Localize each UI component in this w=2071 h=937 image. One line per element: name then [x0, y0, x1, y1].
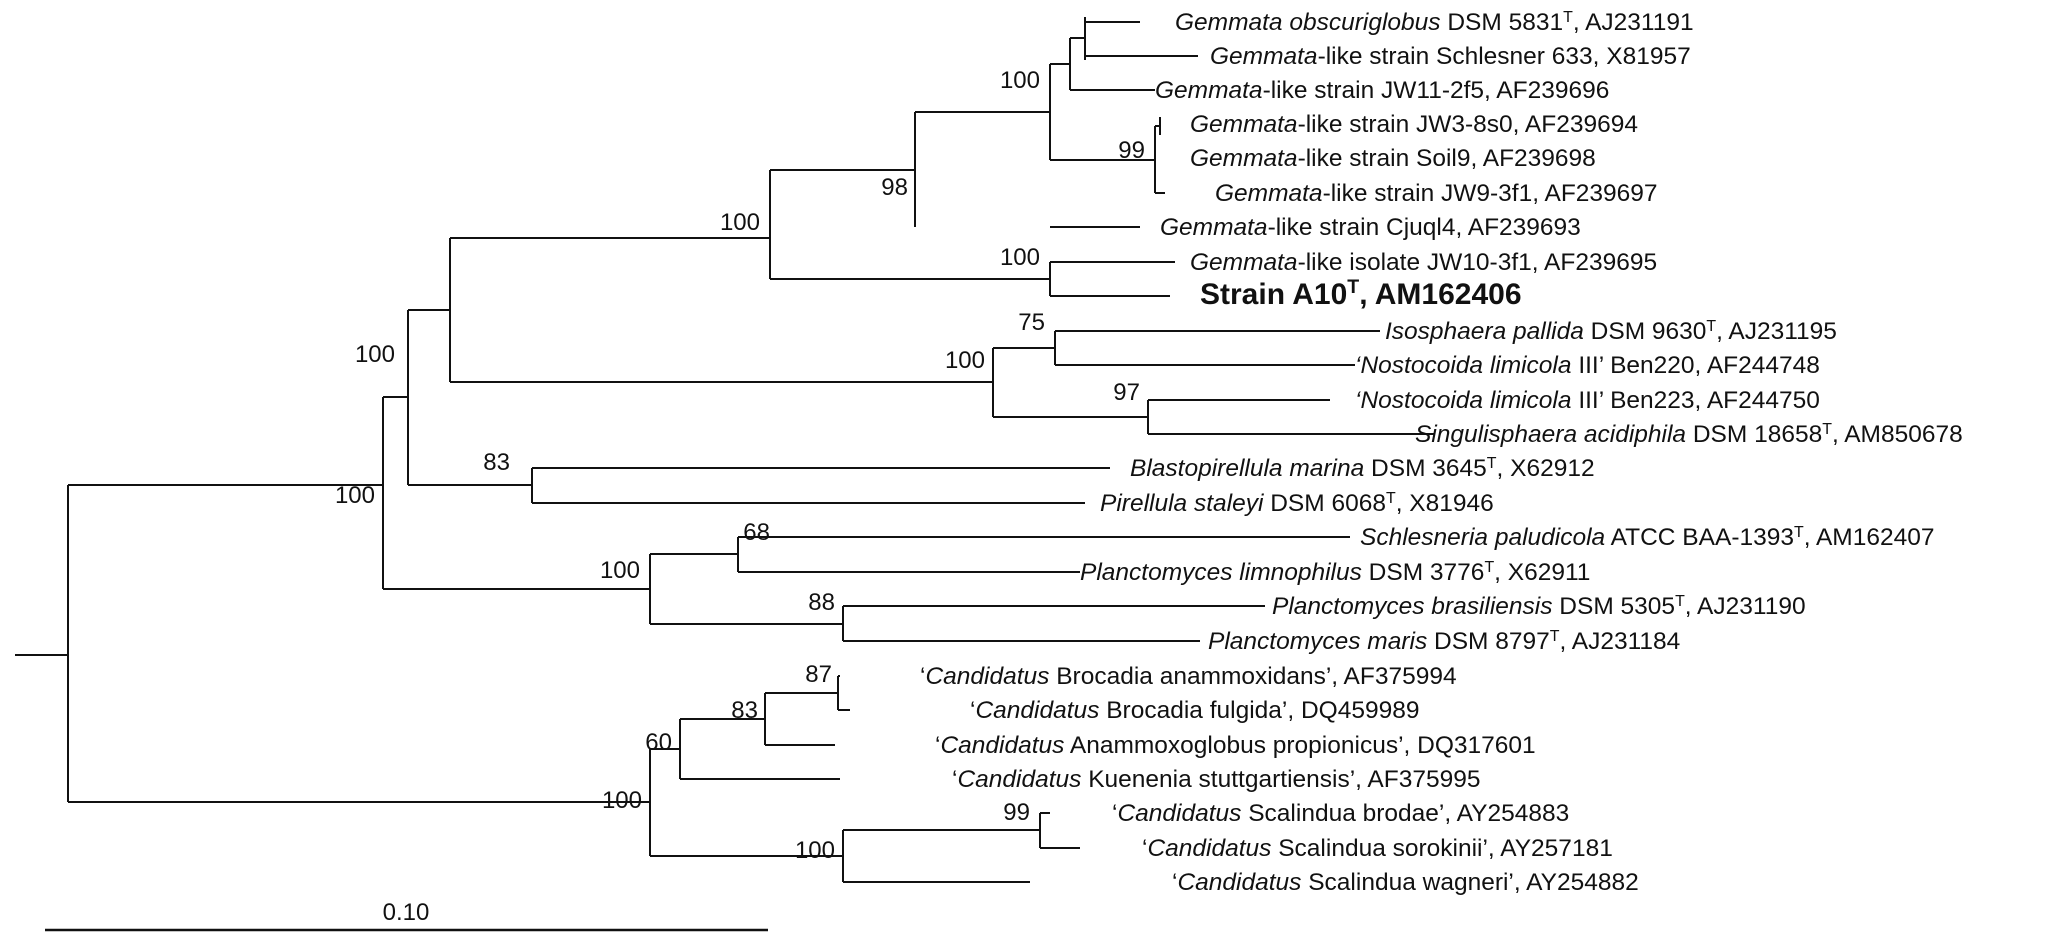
leaf-label: Planctomyces brasiliensis DSM 5305T, AJ2… — [1272, 593, 1806, 621]
bootstrap-value: 97 — [1113, 379, 1140, 406]
bootstrap-value: 100 — [602, 787, 642, 814]
leaf-label: ‘Candidatus Brocadia fulgida’, DQ459989 — [970, 697, 1419, 724]
bootstrap-value: 100 — [720, 209, 760, 236]
leaf-label: Gemmata-like isolate JW10-3f1, AF239695 — [1190, 249, 1657, 276]
bootstrap-value: 75 — [1018, 309, 1045, 336]
bootstrap-value: 100 — [355, 341, 395, 368]
leaf-label: Gemmata-like strain Soil9, AF239698 — [1190, 145, 1596, 172]
scale-bar: 0.10 — [45, 899, 768, 932]
leaf-label: Gemmata-like strain JW11-2f5, AF239696 — [1155, 77, 1609, 104]
bootstrap-value: 99 — [1003, 799, 1030, 826]
scale-bar-label: 0.10 — [383, 899, 430, 926]
leaf-label: Gemmata-like strain JW9-3f1, AF239697 — [1215, 180, 1658, 207]
bootstrap-values: 100 99 98 100 100 75 97 100 100 83 68 88 100 100 87 83 6… — [335, 67, 1145, 864]
bootstrap-value: 60 — [645, 729, 672, 756]
leaf-label: ‘Candidatus Scalindua wagneri’, AY254882 — [1172, 869, 1639, 896]
leaf-label: ‘Candidatus Kuenenia stuttgartiensis’, A… — [952, 766, 1480, 793]
bootstrap-value: 100 — [795, 837, 835, 864]
leaf-label: ‘Candidatus Scalindua sorokinii’, AY2571… — [1142, 835, 1613, 862]
leaf-label: Gemmata obscuriglobus DSM 5831T, AJ23119… — [1175, 9, 1694, 37]
bootstrap-value: 100 — [945, 347, 985, 374]
bootstrap-value: 99 — [1118, 137, 1145, 164]
bootstrap-value: 100 — [335, 482, 375, 509]
leaf-label: ‘Candidatus Scalindua brodae’, AY254883 — [1112, 800, 1569, 827]
bootstrap-value: 83 — [731, 697, 758, 724]
leaf-label: Isosphaera pallida DSM 9630T, AJ231195 — [1385, 318, 1837, 346]
leaf-label: ‘Nostocoida limicola III’ Ben223, AF2447… — [1355, 387, 1820, 414]
bootstrap-value: 87 — [805, 661, 832, 688]
leaf-labels: Gemmata obscuriglobus DSM 5831T, AJ23119… — [920, 9, 1963, 897]
leaf-label: ‘Nostocoida limicola III’ Ben220, AF2447… — [1355, 352, 1820, 379]
leaf-label: Planctomyces maris DSM 8797T, AJ231184 — [1208, 628, 1680, 656]
bootstrap-value: 100 — [1000, 244, 1040, 271]
bootstrap-value: 100 — [600, 557, 640, 584]
leaf-label: ‘Candidatus Anammoxoglobus propionicus’,… — [935, 732, 1536, 759]
leaf-label: Gemmata-like strain JW3-8s0, AF239694 — [1190, 111, 1638, 138]
leaf-label: Gemmata-like strain Schlesner 633, X8195… — [1210, 43, 1691, 70]
leaf-label: Blastopirellula marina DSM 3645T, X62912 — [1130, 455, 1595, 483]
leaf-label: Planctomyces limnophilus DSM 3776T, X629… — [1080, 559, 1590, 587]
leaf-label: Singulisphaera acidiphila DSM 18658T, AM… — [1415, 421, 1963, 449]
leaf-label: ‘Candidatus Brocadia anammoxidans’, AF37… — [920, 663, 1457, 690]
bootstrap-value: 83 — [483, 449, 510, 476]
bootstrap-value: 100 — [1000, 67, 1040, 94]
leaf-label: Gemmata-like strain Cjuql4, AF239693 — [1160, 214, 1581, 241]
bootstrap-value: 98 — [881, 174, 908, 201]
leaf-label: Strain A10T, AM162406 — [1200, 276, 1522, 311]
leaf-label: Pirellula staleyi DSM 6068T, X81946 — [1100, 490, 1494, 518]
leaf-label: Schlesneria paludicola ATCC BAA-1393T, A… — [1360, 524, 1934, 552]
bootstrap-value: 68 — [743, 519, 770, 546]
tree-branches — [15, 17, 1435, 883]
bootstrap-value: 88 — [808, 589, 835, 616]
